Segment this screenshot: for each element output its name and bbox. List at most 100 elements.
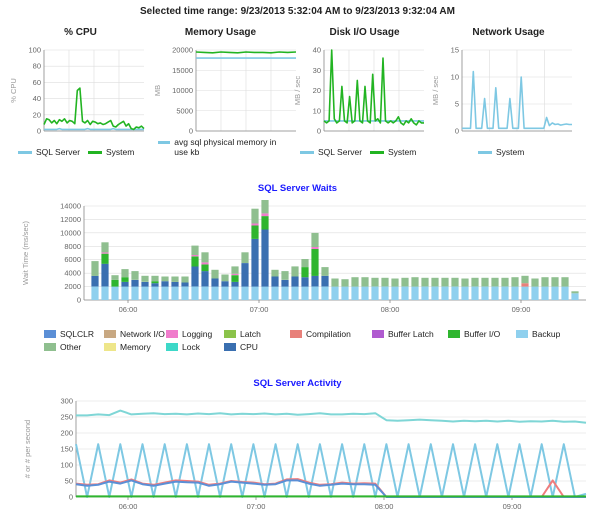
waits-bar-backup bbox=[431, 286, 439, 300]
waits-bar-backup bbox=[361, 286, 369, 300]
waits-bar-other bbox=[311, 232, 319, 247]
memory-ytick-label: 0 bbox=[189, 127, 193, 136]
activity-ytick-label: 250 bbox=[60, 413, 73, 422]
waits-bar-other bbox=[521, 275, 529, 284]
waits-bar-other bbox=[181, 276, 189, 283]
waits-bar-backup bbox=[161, 286, 169, 300]
waits-bar-cpu bbox=[271, 276, 279, 287]
legend-swatch bbox=[166, 343, 178, 351]
waits-bar-backup bbox=[301, 286, 309, 300]
activity-y-axis-label: # or # per second bbox=[23, 420, 32, 478]
disk-ytick-label: 40 bbox=[313, 46, 321, 55]
waits-bar-backup bbox=[571, 293, 579, 300]
waits-bar-other bbox=[461, 278, 469, 287]
waits-bar-backup bbox=[141, 286, 149, 300]
waits-bar-other bbox=[331, 278, 339, 287]
waits-bar-other bbox=[561, 277, 569, 287]
waits-bar-cpu bbox=[241, 263, 249, 287]
legend-swatch bbox=[18, 151, 32, 154]
waits-bar-other bbox=[321, 267, 329, 276]
waits-bar-other bbox=[401, 277, 409, 287]
waits-xtick-label: 06:00 bbox=[119, 305, 138, 314]
disk-ytick-label: 10 bbox=[313, 106, 321, 115]
disk-ytick-label: 0 bbox=[317, 127, 321, 136]
waits-bar-other bbox=[491, 277, 499, 287]
waits-bar-buffer-i-o bbox=[201, 264, 209, 272]
waits-bar-other bbox=[351, 277, 359, 287]
activity-series-0-line bbox=[76, 409, 587, 424]
waits-bar-other bbox=[511, 277, 519, 287]
disk-ytick-label: 20 bbox=[313, 86, 321, 95]
waits-bar-cpu bbox=[201, 271, 209, 287]
legend-label: System bbox=[106, 147, 135, 157]
waits-bar-backup bbox=[391, 286, 399, 300]
legend-item: avg sql physical memory in use kb bbox=[158, 137, 288, 157]
waits-bar-buffer-i-o bbox=[111, 279, 119, 287]
legend-label: Backup bbox=[532, 329, 561, 339]
legend-label: Other bbox=[60, 342, 82, 352]
waits-bar-backup bbox=[241, 286, 249, 300]
waits-bar-cpu bbox=[171, 281, 179, 287]
disk-y-axis-label: MB / sec bbox=[293, 76, 302, 105]
waits-bar-backup bbox=[321, 286, 329, 300]
waits-bar-backup bbox=[111, 286, 119, 300]
waits-bar-other bbox=[91, 261, 99, 276]
waits-bar-other bbox=[101, 242, 109, 253]
waits-bar-other bbox=[271, 269, 279, 277]
legend-item: System bbox=[478, 147, 524, 157]
network-y-axis-label: MB / sec bbox=[431, 76, 440, 105]
legend-item: Network I/O bbox=[104, 329, 165, 339]
waits-ytick-label: 6000 bbox=[64, 255, 81, 264]
waits-bar-other bbox=[161, 276, 169, 282]
waits-bar-backup bbox=[271, 286, 279, 300]
legend-label: Buffer I/O bbox=[464, 329, 501, 339]
waits-bar-backup bbox=[121, 286, 129, 300]
waits-bar-other bbox=[111, 275, 119, 280]
waits-bar-backup bbox=[101, 286, 109, 300]
waits-bar-other bbox=[431, 277, 439, 287]
waits-bar-backup bbox=[381, 286, 389, 300]
waits-bar-buffer-i-o bbox=[231, 275, 239, 282]
cpu-ytick-label: 0 bbox=[37, 127, 41, 136]
legend-item: System bbox=[370, 147, 416, 157]
waits-bar-other bbox=[441, 277, 449, 287]
waits-bar-logging bbox=[201, 262, 209, 265]
waits-bar-cpu bbox=[291, 276, 299, 287]
activity-ytick-label: 150 bbox=[60, 445, 73, 454]
waits-ytick-label: 12000 bbox=[60, 215, 81, 224]
memory-ytick-label: 10000 bbox=[172, 86, 193, 95]
memory-series-0-line bbox=[195, 51, 297, 54]
waits-bar-other bbox=[251, 208, 259, 224]
waits-bar-backup bbox=[561, 286, 569, 300]
waits-bar-other bbox=[201, 252, 209, 263]
waits-y-axis-label: Wait Time (ms/sec) bbox=[21, 221, 30, 285]
waits-bar-buffer-i-o bbox=[311, 249, 319, 276]
legend-label: avg sql physical memory in use kb bbox=[174, 137, 277, 157]
activity-xtick-label: 07:00 bbox=[247, 502, 266, 511]
waits-xtick-label: 08:00 bbox=[381, 305, 400, 314]
legend-item: Backup bbox=[516, 329, 560, 339]
waits-bar-other bbox=[291, 266, 299, 277]
legend-label: SQL Server bbox=[36, 147, 81, 157]
legend-swatch bbox=[44, 330, 56, 338]
waits-bar-logging bbox=[251, 223, 259, 226]
legend-swatch bbox=[516, 330, 528, 338]
waits-bar-other bbox=[141, 275, 149, 282]
waits-bar-other bbox=[341, 279, 349, 287]
waits-bar-cpu bbox=[211, 278, 219, 287]
legend-item: SQL Server bbox=[300, 147, 362, 157]
waits-bar-cpu bbox=[151, 283, 159, 287]
waits-bar-backup bbox=[171, 286, 179, 300]
cpu-y-axis-label: % CPU bbox=[9, 78, 18, 103]
waits-bar-backup bbox=[211, 286, 219, 300]
waits-bar-backup bbox=[401, 286, 409, 300]
activity-series-1-line bbox=[75, 443, 587, 498]
waits-ytick-label: 10000 bbox=[60, 228, 81, 237]
waits-bar-backup bbox=[411, 286, 419, 300]
legend-label: System bbox=[496, 147, 525, 157]
waits-bar-compilation bbox=[521, 283, 529, 287]
waits-bar-buffer-i-o bbox=[191, 256, 199, 267]
cpu-ytick-label: 80 bbox=[33, 62, 41, 71]
legend-label: SQLCLR bbox=[60, 329, 95, 339]
